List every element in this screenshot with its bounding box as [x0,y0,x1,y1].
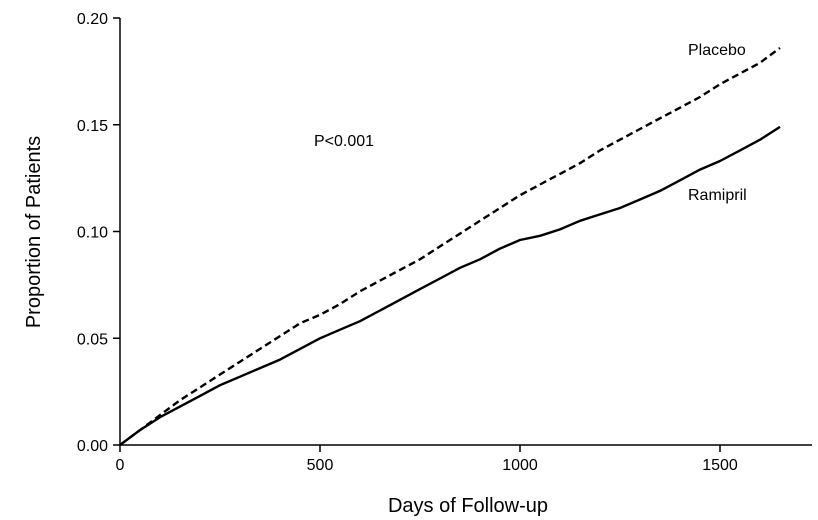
x-tick-label: 1500 [702,457,738,474]
x-tick-label: 0 [116,457,125,474]
p-value-annotation: P<0.001 [314,133,374,150]
x-tick-label: 1000 [502,457,538,474]
y-tick-label: 0.05 [77,331,108,348]
y-axis-title: Proportion of Patients [23,136,45,328]
series-layer [119,46,781,446]
y-tick-label: 0.00 [77,438,108,455]
y-tick-label: 0.10 [77,225,108,242]
series-line-placebo [119,46,781,446]
series-line-ramipril [119,125,781,446]
x-tick-label: 500 [307,457,334,474]
x-axis-title: Days of Follow-up [388,495,548,517]
labels-layer: P<0.001 Days of Follow-up Proportion of … [23,42,747,517]
axes: 0.00 0.05 0.10 0.15 0.20 0 500 1000 1500 [77,11,812,474]
y-tick-label: 0.15 [77,118,108,135]
series-label-placebo: Placebo [688,42,746,59]
y-tick-label: 0.20 [77,11,108,28]
series-label-ramipril: Ramipril [688,187,747,204]
